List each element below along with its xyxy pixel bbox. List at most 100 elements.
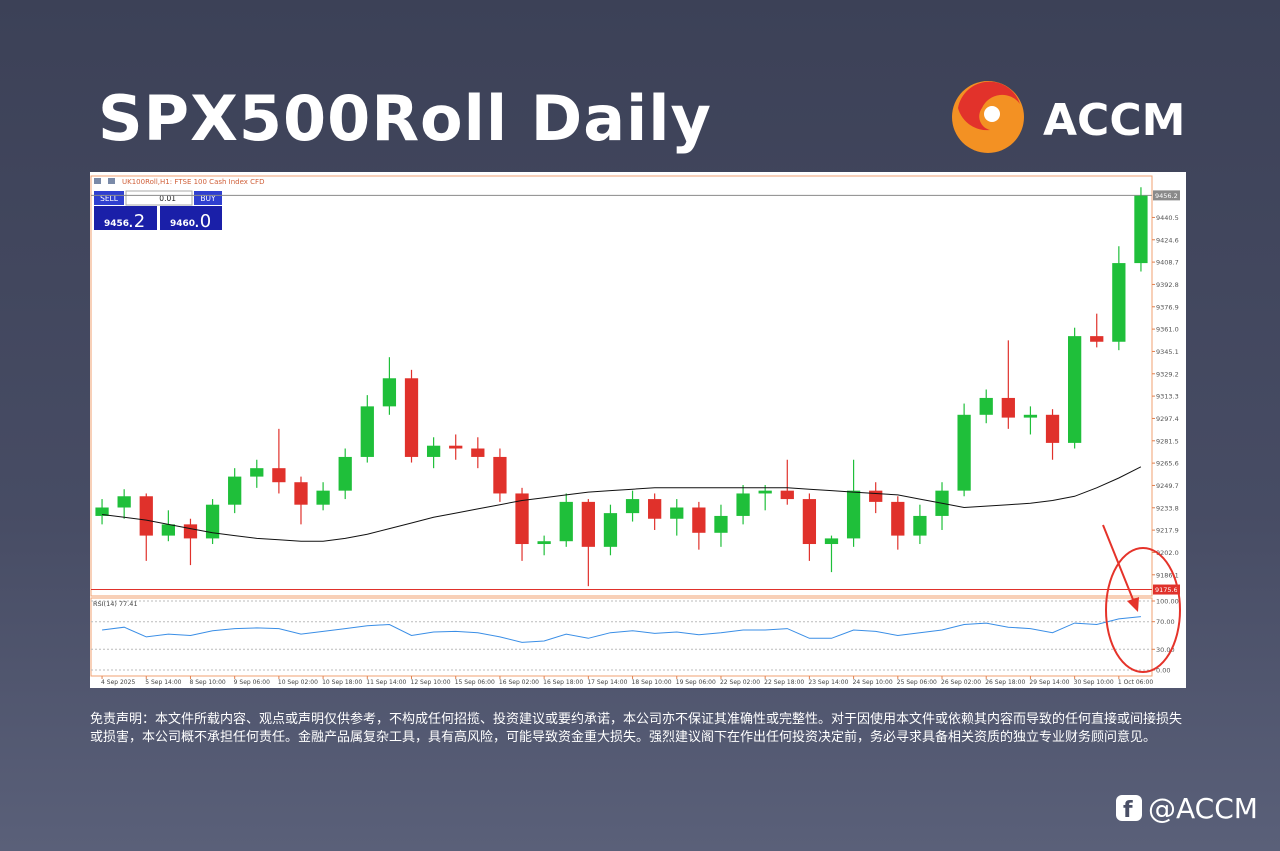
x-tick-label: 19 Sep 06:00 [676,679,716,686]
y-tick-label: 9265.6 [1156,460,1179,468]
y-tick-label: 9440.5 [1156,214,1179,222]
sell-box[interactable] [94,206,157,230]
candle-body [1023,414,1038,418]
buy-button[interactable] [194,191,222,205]
candle-body [846,490,861,539]
candle-body [625,499,640,514]
buy-price-frac[interactable]: .0 [194,211,211,232]
y-tick-label: 9202.0 [1156,549,1179,557]
social-icon [1116,795,1142,821]
logo-dot [984,106,1000,122]
x-tick-label: 23 Sep 14:00 [808,679,848,686]
candle-body [360,406,374,457]
x-tick-label: 17 Sep 14:00 [587,679,627,686]
candle-body [1045,414,1060,443]
price-label-box [1153,584,1180,595]
candle-body [913,515,927,536]
moving-average [102,466,1142,542]
candle-body [780,490,794,500]
indicator-line [102,616,1141,643]
x-tick-label: 18 Sep 10:00 [632,679,672,686]
candle-body [404,378,419,457]
x-tick-label: 29 Sep 14:00 [1029,679,1069,686]
sell-price[interactable]: 9456 [104,219,129,229]
candle-body [1112,263,1126,342]
candle-body [824,538,839,545]
x-tick-label: 26 Sep 02:00 [941,679,981,686]
y-tick-label: 9249.7 [1156,482,1179,490]
y-tick-label: 9297.4 [1156,415,1179,423]
x-tick-label: 1 Oct 06:00 [1118,679,1153,686]
logo [952,81,1024,153]
y-tick-label: 9392.8 [1156,281,1179,289]
social-icon-glyph: f [1123,798,1133,823]
x-tick-label: 8 Sep 10:00 [189,679,225,686]
candle-body [891,501,905,536]
y-tick-label: 9361.0 [1156,326,1179,334]
sell-button[interactable] [94,191,124,205]
candle-body [603,513,618,547]
indicator-label: RSI(14) 77.41 [93,600,138,608]
brand: ACCM [1043,95,1185,146]
candle-body [139,496,153,536]
price-label: 9456.2 [1155,192,1178,200]
sell-price-frac[interactable]: .2 [128,211,145,232]
candle-body [228,476,242,505]
y-tick-label: 9233.8 [1156,504,1179,512]
y-tick-label: 9217.9 [1156,527,1179,535]
handle: @ACCM [1148,792,1258,825]
candle-body [1134,195,1148,264]
x-tick-label: 11 Sep 14:00 [366,679,406,686]
y-tick-label: 9186.1 [1156,571,1179,579]
x-tick-label: 4 Sep 2025 [101,679,135,686]
plot-frame [90,175,1153,597]
logo-swirl [958,81,1020,131]
buy-box[interactable] [160,206,222,230]
x-tick-label: 26 Sep 18:00 [985,679,1025,686]
candle-body [648,499,662,519]
x-tick-label: 12 Sep 10:00 [411,679,451,686]
slide-title: SPX500Roll Daily [98,82,712,155]
price-label: 9175.6 [1155,586,1178,594]
chart-icon [94,178,101,184]
candle-body [205,504,220,539]
y-tick-label: 100.00 [1156,598,1179,606]
candle-body [979,397,993,415]
lot-size[interactable]: 0.01 [159,194,176,203]
arrow-head [1127,597,1139,612]
arrow-shaft [1102,524,1135,603]
y-tick-label: 9281.5 [1156,437,1179,445]
x-tick-label: 22 Sep 02:00 [720,679,760,686]
x-tick-label: 30 Sep 10:00 [1074,679,1114,686]
y-tick-label: 9408.7 [1156,259,1179,267]
x-tick-label: 10 Sep 02:00 [278,679,318,686]
x-tick-label: 16 Sep 02:00 [499,679,539,686]
candle-body [382,378,397,407]
candle-body [272,468,286,483]
candle-body [670,507,684,519]
sell-label[interactable]: SELL [100,194,119,203]
y-tick-label: 9376.9 [1156,303,1179,311]
y-tick-label: 70.00 [1156,618,1175,626]
highlight-ellipse [1105,547,1181,673]
candle-body [426,445,441,457]
x-tick-label: 9 Sep 06:00 [234,679,270,686]
x-tick-label: 15 Sep 06:00 [455,679,495,686]
candle-body [161,524,175,536]
candle-body [338,456,352,491]
candle-body [758,490,772,494]
trade-panel: SELL 0.01 BUY 9456 .2 9460 .0 [94,190,222,232]
candle-body [1090,336,1104,342]
disclaimer: 免责声明：本文件所载内容、观点或声明仅供参考，不构成任何招揽、投资建议或要约承诺… [90,712,1183,745]
buy-label[interactable]: BUY [200,194,216,203]
chart-header: UK100Roll,H1: FTSE 100 Cash Index CFD [122,178,264,186]
candle-body [1068,336,1082,443]
candle-body [802,499,817,545]
buy-price[interactable]: 9460 [170,219,195,229]
candle-body [294,482,308,505]
candle-body [316,490,330,505]
lot-field[interactable] [125,190,193,206]
x-tick-label: 10 Sep 18:00 [322,679,362,686]
